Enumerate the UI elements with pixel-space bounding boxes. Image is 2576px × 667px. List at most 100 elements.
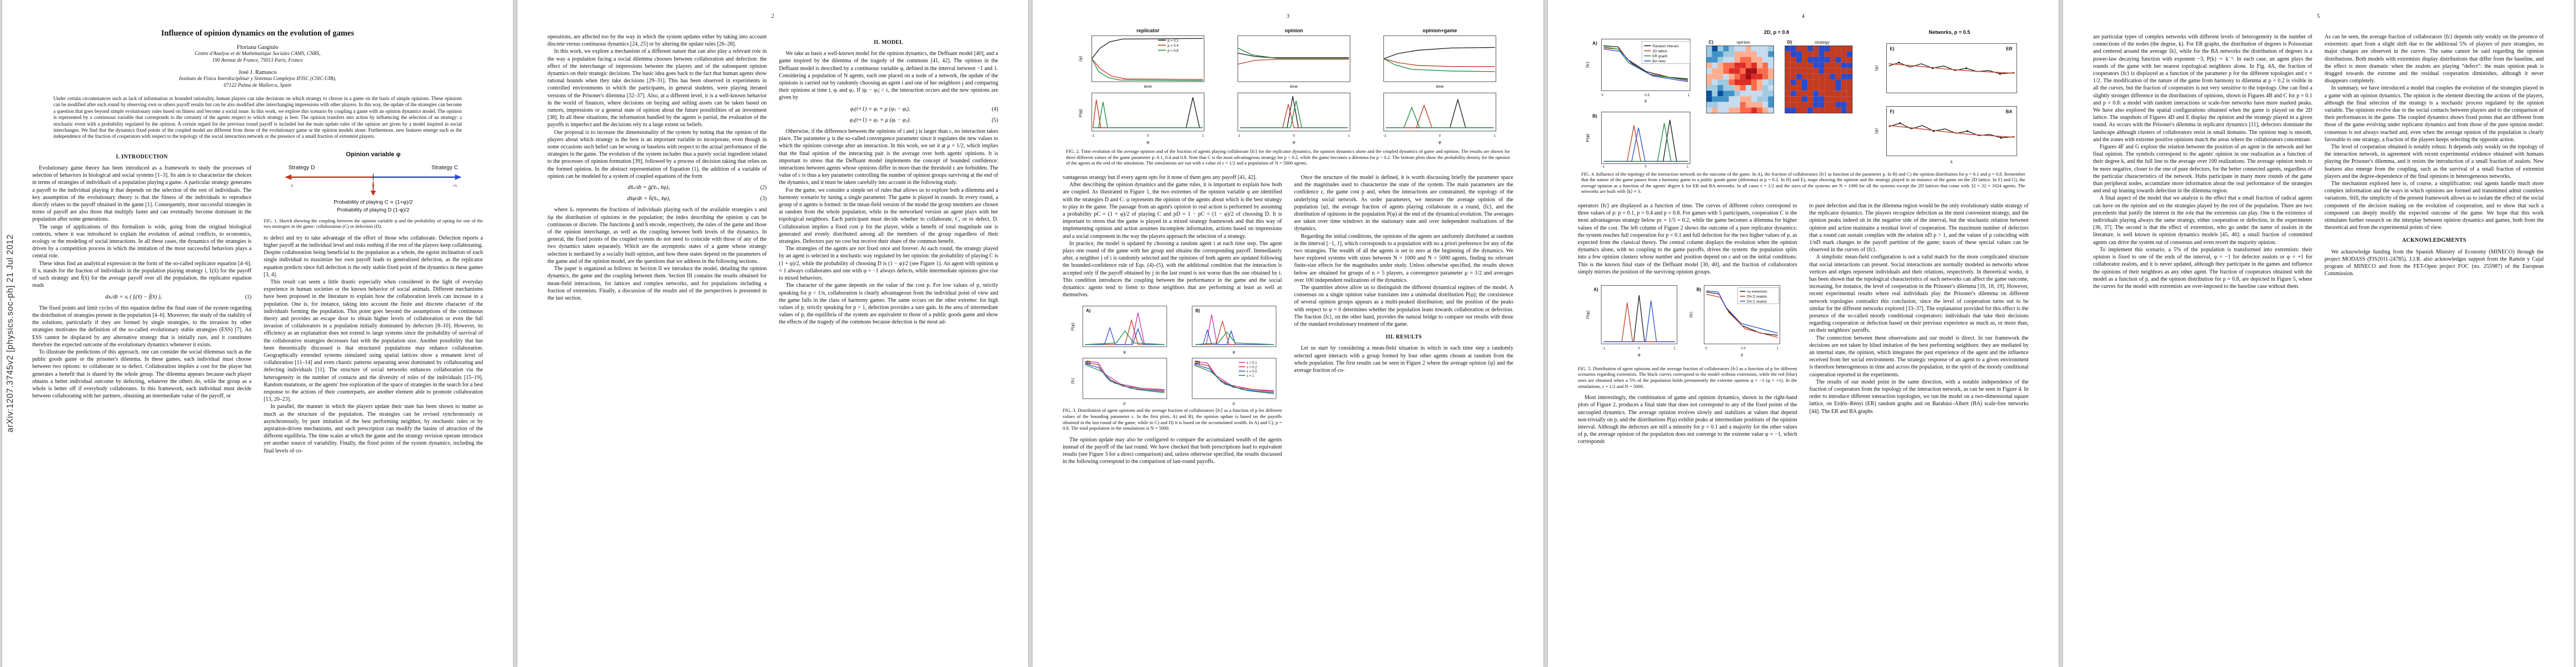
fig5-ylabel-a: P(φ)	[1586, 311, 1591, 318]
fig2-xlabel-time-3: time	[1436, 84, 1443, 89]
fig3-panel-a	[1083, 306, 1167, 347]
fig2-ylabel-top: ⟨φ⟩	[1078, 56, 1083, 62]
paragraph: Our proposal is to increase the dimensio…	[547, 129, 767, 180]
paragraph: Most interestingly, the combination of g…	[1578, 395, 1797, 445]
section-heading: III. RESULTS	[1386, 334, 1422, 341]
equation-body: φᵢ(t+1) = φᵢ + μ (φⱼ − φᵢ),	[850, 106, 910, 112]
page1-left-column: I. INTRODUCTION Evolutionary game theory …	[32, 148, 252, 400]
fig4-ylabel-ba: ⟨φ⟩	[1874, 128, 1879, 134]
page-number: 2	[771, 13, 774, 19]
fig3-panel-b	[1192, 306, 1277, 347]
fig1-title: Opinion variable φ	[346, 151, 401, 158]
paragraph: In this work, we explore a mechanism of …	[547, 48, 767, 128]
fig5-panel-b	[1704, 285, 1781, 345]
figure-2: replicator opinion opinion+game ⟨φ⟩ P(φ)	[1063, 27, 1513, 166]
fig2-top-row-plots	[1091, 35, 1496, 82]
paragraph: Regarding the initial conditions, the op…	[1294, 233, 1514, 283]
paragraph: A final aspect of the model that we anal…	[2093, 195, 2313, 246]
fig4-lattice-strategy	[1785, 46, 1852, 113]
page4-left-column: operators ⟨fc⟩ are displayed as a functi…	[1578, 202, 1797, 446]
page-5: 5 are particular types of complex networ…	[2063, 0, 2574, 667]
fig2-ylabel-bottom: P(φ)	[1078, 109, 1083, 117]
probability-c-label: Probability of playing C ∝ (1+φ)/2	[334, 199, 413, 205]
fig4-ylabel-b: P(φ)	[1585, 133, 1590, 142]
fig4-label-d: D)	[1787, 39, 1792, 44]
page-number: 3	[1287, 13, 1289, 19]
fig2-tick: 0	[1293, 134, 1295, 138]
fig2-panel-title-replicator: replicator	[1136, 28, 1159, 33]
fig5-label-a: A)	[1594, 287, 1599, 292]
strategy-c-label: Strategy C	[432, 165, 459, 171]
fig3-ylabel-cd: ⟨fc⟩	[1070, 378, 1075, 385]
page2-right-column: II. MODEL We take as basis a well-known m…	[779, 33, 999, 326]
fig5-tick: 0	[1638, 346, 1641, 350]
paragraph: To illustrate the predictions of this ap…	[32, 349, 252, 400]
fig4-lattice-opinion	[1706, 46, 1773, 113]
fig4-lattice-strategy-border	[1784, 45, 1852, 113]
fig4-ylabel-a: ⟨fc⟩	[1585, 62, 1590, 68]
page-1: arXiv:1207.3745v2 [physics.soc-ph] 21 Ju…	[2, 0, 513, 667]
fig4-lattice-opinion-border	[1706, 45, 1774, 113]
equation-body: dxᵢ/dt = xᵢ ( fᵢ(x̄) − f̄(x̄) ),	[105, 293, 162, 300]
page1-right-text: to defect and try to take advantage of t…	[264, 235, 484, 455]
fig4-header-2d: 2D, p = 0.8	[1763, 29, 1788, 35]
page-number: 4	[1802, 13, 1805, 19]
figure-5: A) P(φ) -1 0 1 φ B) ⟨fc⟩	[1578, 277, 1797, 364]
page-number: 5	[2317, 13, 2320, 19]
fig5-tick: 0.5	[1741, 346, 1746, 350]
fig2-tick: 0	[1147, 134, 1149, 138]
paragraph: We acknowledge funding from the Spanish …	[2324, 248, 2544, 277]
fig2-panel-title-opinion: opinion	[1284, 28, 1303, 33]
fig2-tick: -1	[1091, 134, 1094, 138]
paragraph: Otherwise, if the difference between the…	[779, 128, 999, 186]
fig4-panel-b	[1601, 112, 1690, 164]
page-2: 2 operations, are affected too by the wa…	[517, 0, 1028, 667]
equation: dx̄ₛ/dt = ḡ(x̄ₛ, x̄φ), (2)	[547, 184, 766, 191]
equation: dx̄φ/dt = h̄(x̄ₛ, x̄φ), (3)	[547, 195, 766, 202]
fig2-xlabel-phi-3: φ	[1438, 140, 1441, 145]
fig5-legend-c: 5% C zealots	[1747, 300, 1767, 303]
equation-body: dx̄φ/dt = h̄(x̄ₛ, x̄φ),	[627, 196, 671, 202]
fig5-ylabel-b: ⟨fc⟩	[1688, 311, 1693, 318]
fig2-tick: 1	[1202, 134, 1204, 138]
paragraph: The level of cooperation obtained is not…	[2324, 144, 2544, 180]
paragraph: The range of applications of this formal…	[32, 223, 252, 260]
fig5-legend-none: no extremists	[1747, 290, 1767, 294]
fig4-panel-ba	[1886, 106, 2017, 156]
fig2-tick: 0	[1438, 134, 1441, 138]
fig2-panel-title-opinion-game: opinion+game	[1422, 28, 1457, 33]
fig4-sublabel-opinion: opinion	[1736, 39, 1750, 44]
fig3-legend-eps2: ε = 0.2	[1247, 366, 1258, 370]
fig4-topology: A) ⟨fc⟩ Random interact. 2D lattice ER g	[1585, 29, 2017, 168]
fig3-legend-eps1: ε = 0.1	[1247, 361, 1258, 365]
paragraph: As can be seen, the average fraction of …	[2324, 34, 2544, 84]
fig3-xlabel-d: p	[1233, 401, 1235, 405]
equation: φⱼ(t+1) = φⱼ + μ (φᵢ − φⱼ). (5)	[779, 117, 998, 124]
equation-number: (1)	[245, 293, 252, 300]
fig2-xlabel-phi-1: φ	[1147, 140, 1149, 145]
author-1: Floriana Gargiulo	[237, 44, 278, 51]
fig3-legend-eps3: ε = 0.5	[1247, 370, 1258, 374]
paragraph: where x̄ₛ represents the fractions of in…	[547, 207, 767, 265]
paragraph: The mechanism explored here is, of cours…	[2324, 181, 2544, 231]
arxiv-watermark: arXiv:1207.3745v2 [physics.soc-ph] 21 Ju…	[6, 234, 15, 433]
equation-number: (5)	[991, 117, 998, 123]
page1-right-column: Opinion variable φ Strategy D Strategy C…	[264, 148, 484, 455]
fig5-tick: -1	[1602, 346, 1606, 350]
fig4-label-f: F)	[1890, 109, 1894, 115]
fig2-time-evolution: replicator opinion opinion+game ⟨φ⟩ P(φ)	[1078, 28, 1496, 145]
paragraph: Once the structure of the model is defin…	[1294, 174, 1514, 232]
fig2-xlabel-phi-2: φ	[1292, 140, 1295, 145]
fig2-xlabel-time-1: time	[1144, 84, 1152, 89]
paragraph: The quantities above allow us to disting…	[1294, 284, 1514, 327]
paragraph: The strategies of the agents are not fix…	[779, 246, 999, 282]
page4-left-text-2: Most interestingly, the combination of g…	[1578, 394, 1797, 445]
paragraph: This result can seem a little drastic es…	[263, 278, 484, 403]
probability-d-label: Probability of playing D (1-φ)/2	[337, 207, 410, 213]
fig2-xlabel-time-2: time	[1289, 84, 1297, 89]
fig5-xlabel-a: φ	[1638, 352, 1641, 357]
affiliation-1-line1: Centre d'Analyse et de Mathématique Soci…	[195, 51, 321, 56]
fig4-tick: 1	[1686, 165, 1688, 168]
fig2-legend-p04: p = 0.4	[1167, 44, 1178, 48]
